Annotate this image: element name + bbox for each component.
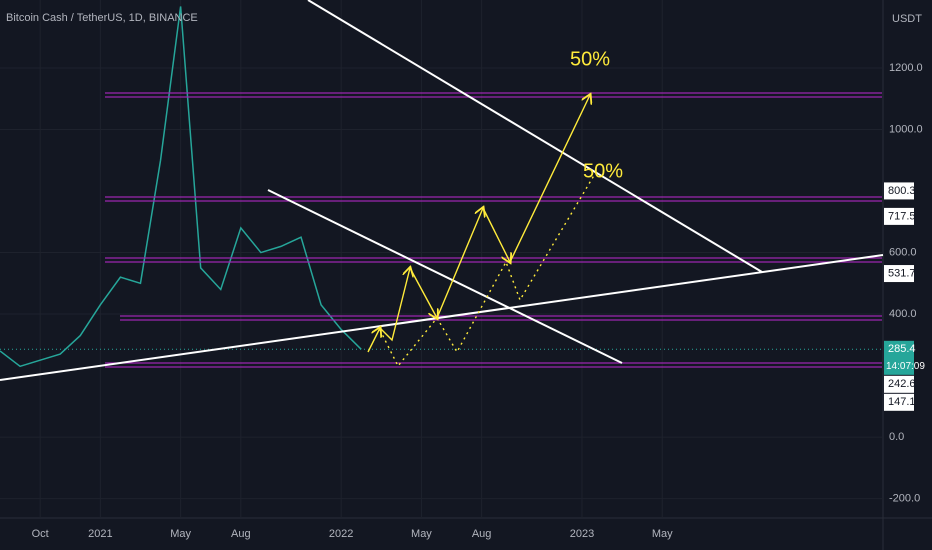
price-label: 717.5 [888,210,916,222]
x-tick-label: May [652,528,673,540]
price-label: 285.4 [888,343,916,355]
price-label: 800.3 [888,185,916,197]
trend-lines [0,0,884,381]
price-label-box [884,375,914,393]
price-line [0,6,362,368]
price-label: 242.6 [888,378,916,390]
annotation: 50% [570,48,610,70]
plot [0,0,883,518]
countdown: 14:07:09 [886,361,925,372]
price-label-box [884,340,914,375]
x-tick-label: 2023 [570,528,594,540]
y-tick-label: 1000.0 [889,123,923,135]
x-tick-label: May [411,528,432,540]
y-tick-label: 600.0 [889,246,917,258]
x-tick-label: Aug [472,528,492,540]
y-tick-label: 0.0 [889,431,904,443]
x-tick-label: 2021 [88,528,112,540]
price-label-box [884,207,914,225]
price-label: 531.7 [888,267,916,279]
price-label-box [884,182,914,200]
x-tick-label: May [170,528,191,540]
level-zones [105,92,882,368]
y-tick-label: 400.0 [889,308,917,320]
y-axis-label: USDT [892,13,922,25]
y-tick-label: -200.0 [889,493,920,505]
y-tick-label: 1200.0 [889,62,923,74]
price-label: 147.1 [888,396,916,408]
annotation: 50% [583,160,623,182]
drawings [0,0,884,381]
price-label-box [884,393,914,411]
x-tick-label: 2022 [329,528,353,540]
x-tick-label: Aug [231,528,251,540]
chart-title: Bitcoin Cash / TetherUS, 1D, BINANCE [6,12,198,24]
projection-arrows [367,95,597,368]
price-label-box [884,265,914,283]
x-tick-label: Oct [32,528,49,540]
